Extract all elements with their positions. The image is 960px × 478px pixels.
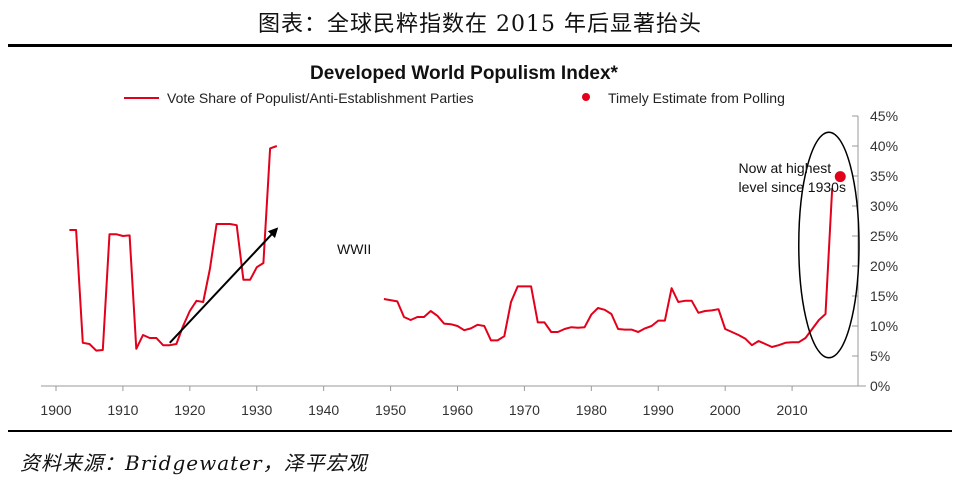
y-tick-label-0: 0% [870,378,890,394]
bottom-rule [8,430,952,432]
series-line-segment-1 [69,145,278,352]
x-tick-label-1950: 1950 [375,402,406,418]
y-tick-label-45: 45% [870,108,898,124]
annotation-wwii: WWII [337,241,371,257]
legend-label-vote-share: Vote Share of Populist/Anti-Establishmen… [167,90,474,106]
x-tick-label-1960: 1960 [442,402,473,418]
x-tick-label-1900: 1900 [40,402,71,418]
x-tick-label-2010: 2010 [777,402,808,418]
y-tick-label-10: 10% [870,318,898,334]
series-line-segment-2 [383,187,834,348]
x-tick-label-1980: 1980 [576,402,607,418]
legend: Vote Share of Populist/Anti-Establishmen… [124,90,785,106]
legend-label-polling: Timely Estimate from Polling [608,90,785,106]
x-tick-label-1930: 1930 [241,402,272,418]
y-tick-label-30: 30% [870,198,898,214]
source-note: 资料来源：Bridgewater，泽平宏观 [20,451,368,475]
figure-caption: 图表：全球民粹指数在 2015 年后显著抬头 [258,12,702,37]
x-axis-ticks: 1900 1910 1920 1930 1940 1950 1960 1970 1980 1990… [40,386,808,418]
x-tick-label-1990: 1990 [643,402,674,418]
y-tick-label-35: 35% [870,168,898,184]
x-tick-label-2000: 2000 [710,402,741,418]
trend-arrow [169,227,279,344]
chart-title: Developed World Populism Index* [310,63,619,84]
polling-estimate-point-1 [834,171,846,183]
x-tick-label-1970: 1970 [509,402,540,418]
highlight-ellipse [798,131,860,359]
y-tick-label-15: 15% [870,288,898,304]
top-rule [8,44,952,47]
x-tick-label-1940: 1940 [308,402,339,418]
y-tick-label-40: 40% [870,138,898,154]
y-axis-ticks: 0% 5% 10% 15% 20% 25% 30% 35% 40% 45% [852,108,898,394]
annotation-highest-line-1: Now at highest [739,160,832,176]
x-tick-label-1920: 1920 [174,402,205,418]
legend-dot-swatch [582,93,590,101]
y-tick-label-25: 25% [870,228,898,244]
annotation-highest-line-2: level since 1930s [739,179,846,195]
series-layer [69,145,846,352]
y-tick-label-5: 5% [870,348,890,364]
x-tick-label-1910: 1910 [107,402,138,418]
y-tick-label-20: 20% [870,258,898,274]
